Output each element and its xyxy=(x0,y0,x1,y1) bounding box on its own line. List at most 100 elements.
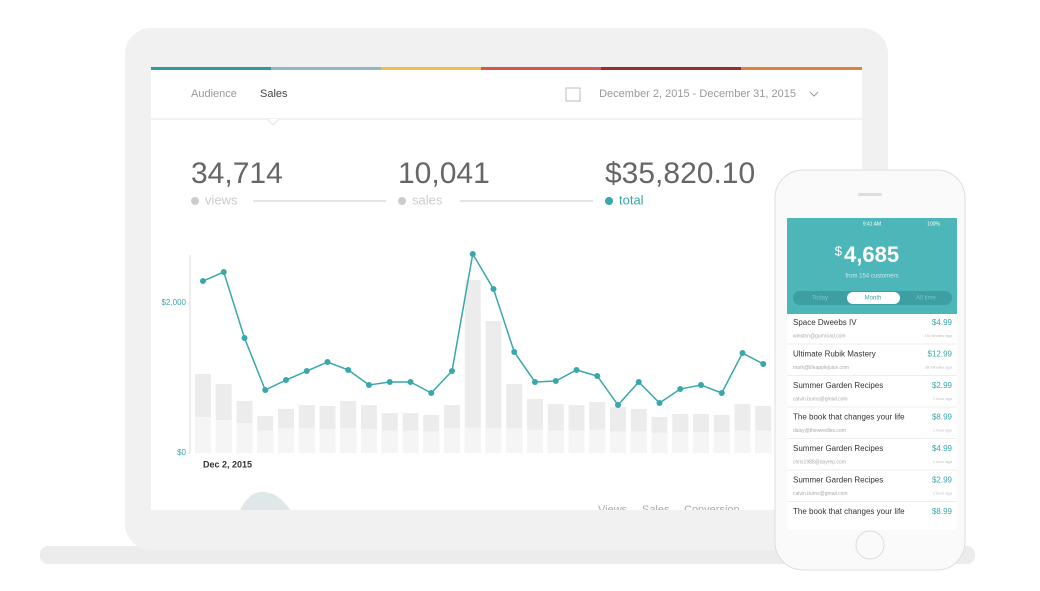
item-price: $12.99 xyxy=(928,350,953,359)
chevron xyxy=(809,91,819,97)
item-price: $4.99 xyxy=(932,318,953,327)
item-email: calvin.burns@gmail.com xyxy=(793,396,848,402)
point xyxy=(241,335,248,342)
line xyxy=(202,251,764,407)
bar-inner xyxy=(464,427,481,453)
bar-inner xyxy=(568,430,585,453)
point xyxy=(718,390,725,396)
item-price: $8.99 xyxy=(932,413,953,422)
bar-inner xyxy=(734,430,751,453)
point xyxy=(469,251,476,258)
segment[interactable]: All time xyxy=(916,296,936,302)
item-price: $8.99 xyxy=(932,507,953,516)
point xyxy=(635,378,642,385)
item-title: Space Dweebs IV xyxy=(793,318,857,327)
point xyxy=(552,378,559,384)
bar-inner xyxy=(402,430,419,453)
item-price: $2.99 xyxy=(932,381,953,390)
stat-dot xyxy=(605,197,613,205)
item-email: calvin.burns@gmail.com xyxy=(793,491,848,497)
color-strip xyxy=(151,67,862,70)
bar xyxy=(464,279,481,453)
item-time: 1 hour ago xyxy=(933,428,953,433)
tab[interactable]: Sales xyxy=(260,88,288,100)
segment[interactable]: Today xyxy=(812,296,828,302)
point xyxy=(220,269,227,276)
phone: 9:41 AM 100% $ 4,685 from 154 customers Today… xyxy=(774,169,966,571)
point xyxy=(511,348,518,355)
point xyxy=(449,368,455,375)
stat-dot xyxy=(191,197,199,205)
home-button[interactable] xyxy=(855,530,885,560)
bar-inner xyxy=(195,417,211,453)
point xyxy=(283,377,289,384)
bar-inner xyxy=(340,428,357,453)
point xyxy=(407,378,414,385)
bar-inner xyxy=(589,429,606,453)
bar-inner xyxy=(672,432,689,453)
segment-active xyxy=(847,292,900,304)
date-range[interactable]: December 2, 2015 - December 31, 2015 xyxy=(599,88,796,100)
bar-inner xyxy=(506,428,523,453)
item-time: 1 hour ago xyxy=(933,459,953,464)
bottom-tab: Conversion xyxy=(684,504,740,516)
bar-inner xyxy=(610,431,626,453)
phone-content: 9:41 AM 100% $ 4,685 from 154 customers Today… xyxy=(787,221,957,516)
bar-inner xyxy=(298,428,315,453)
item-title: Summer Garden Recipes xyxy=(793,476,883,485)
dashboard: Audience Sales December 2, 2015 - Decemb… xyxy=(151,87,862,516)
bar-inner xyxy=(381,430,398,453)
item-email: winston@gumroad.com xyxy=(793,333,846,339)
bar-inner xyxy=(361,429,377,453)
tab[interactable]: Audience xyxy=(191,88,237,100)
bottom-tab: Views xyxy=(598,504,628,516)
calendar-icon xyxy=(565,87,581,102)
segment[interactable]: Month xyxy=(865,296,882,302)
item-price: $4.99 xyxy=(932,444,953,453)
point xyxy=(573,366,580,373)
stat-value: 10,041 xyxy=(398,157,490,190)
item-title: Ultimate Rubik Mastery xyxy=(793,350,876,359)
point xyxy=(698,381,704,388)
item-title: The book that changes your life xyxy=(793,507,905,516)
bar-inner xyxy=(215,420,232,453)
stat-label: sales xyxy=(412,192,443,207)
speaker xyxy=(858,193,882,196)
item-time: 1 hour ago xyxy=(933,491,953,496)
map-shape xyxy=(240,491,290,510)
point xyxy=(366,381,372,388)
subtitle: from 154 customers xyxy=(845,274,898,280)
bar-inner xyxy=(713,432,730,453)
item-email: chris1988@dayrep.com xyxy=(793,459,846,465)
item-title: Summer Garden Recipes xyxy=(793,444,883,453)
bar-inner xyxy=(651,432,668,453)
bar-inner xyxy=(693,432,709,453)
stat-label: total xyxy=(619,192,644,207)
point xyxy=(490,285,497,292)
tab-pointer xyxy=(266,118,280,126)
point xyxy=(677,386,684,393)
bar-inner xyxy=(527,429,543,453)
status-battery: 100% xyxy=(927,221,940,227)
point xyxy=(428,390,435,396)
stat-dot xyxy=(398,197,406,205)
x-label: Dec 2, 2015 xyxy=(203,459,252,469)
stat-label: views xyxy=(205,192,238,207)
bar-inner xyxy=(485,428,502,453)
bar-inner xyxy=(423,431,440,453)
currency: $ xyxy=(835,243,843,258)
stat-value: $35,820.10 xyxy=(605,157,755,190)
point xyxy=(345,366,352,373)
laptop-base xyxy=(40,546,975,564)
bar-inner xyxy=(630,431,647,453)
point xyxy=(324,359,331,366)
point xyxy=(615,402,621,408)
point xyxy=(656,399,663,406)
item-email: daisy@theweedles.com xyxy=(793,428,846,434)
bar xyxy=(485,321,502,453)
bar-inner xyxy=(278,428,294,453)
point xyxy=(303,368,310,375)
bar-inner xyxy=(236,423,253,453)
point xyxy=(739,350,746,357)
item-time: 15 minutes ago xyxy=(925,333,953,338)
